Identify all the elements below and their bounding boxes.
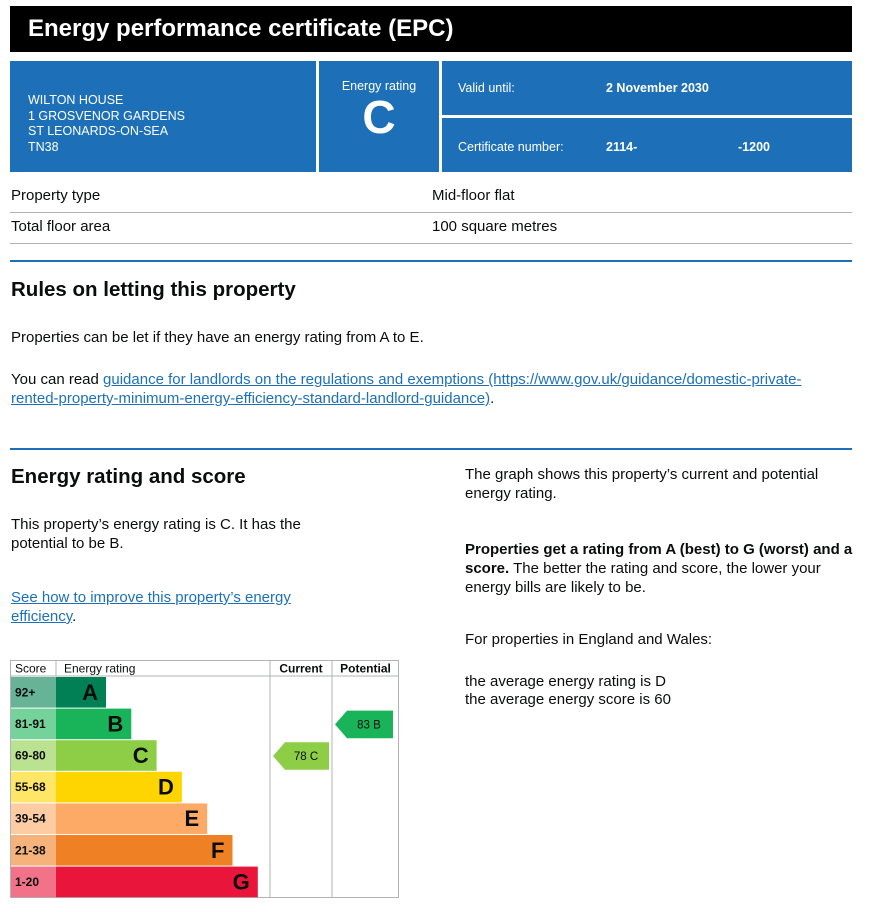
improve-link-suffix: .: [72, 608, 77, 625]
average-rating-line: the average energy rating is D: [465, 673, 666, 690]
property-type-label: Property type: [11, 187, 101, 204]
england-wales-intro: For properties in England and Wales:: [465, 631, 713, 648]
property-type-row: Property type Mid-floor flat: [10, 182, 852, 213]
band-letter: F: [211, 838, 224, 863]
energy-rating-chart: Score Energy rating Current Potential 92+ A 81…: [10, 660, 399, 898]
property-summary-table: Property type Mid-floor flat Total floor…: [10, 182, 852, 244]
average-score-line: the average energy score is 60: [465, 691, 671, 708]
energy-rating-box: Energy rating C: [319, 61, 439, 172]
band-bar: [56, 866, 258, 898]
valid-until-value: 2 November 2030: [606, 81, 709, 95]
improve-link-paragraph: See how to improve this property’s energ…: [11, 588, 341, 626]
band-score-label: 21-38: [15, 843, 46, 857]
address-line-2: 1 GROSVENOR GARDENS: [28, 108, 185, 123]
graph-description: The graph shows this property’s current …: [465, 466, 819, 502]
valid-until-label: Valid until:: [458, 81, 515, 95]
potential-rating-arrow: [335, 710, 393, 739]
band-letter: G: [233, 869, 250, 894]
certificate-number-part-1: 2114-: [606, 140, 638, 154]
band-score-label: 55-68: [15, 780, 46, 794]
valid-until-box: Valid until: 2 November 2030: [442, 61, 852, 115]
band-bar: [56, 803, 208, 834]
band-score-cell: [11, 677, 56, 708]
address-line-1: WILTON HOUSE: [28, 93, 124, 107]
band-score-cell: [11, 771, 56, 803]
rules-paragraph-2-prefix: You can read: [11, 371, 104, 388]
band-score-cell: [11, 803, 56, 834]
certificate-number-part-2: -1200: [738, 140, 770, 154]
potential-rating-label: 83 B: [357, 719, 381, 731]
certificate-summary-panel: WILTON HOUSE 1 GROSVENOR GARDENS ST LEON…: [10, 61, 852, 172]
band-bar: [56, 677, 106, 708]
rules-heading: Rules on letting this property: [11, 278, 296, 301]
band-bar: [56, 835, 233, 866]
rules-paragraph-1: Properties can be let if they have an en…: [11, 329, 424, 346]
band-letter: C: [133, 743, 149, 768]
property-type-value: Mid-floor flat: [432, 187, 515, 204]
band-letter: D: [158, 775, 174, 800]
page-title: Energy performance certificate (EPC): [10, 6, 852, 52]
energy-rating-heading: Energy rating and score: [11, 465, 246, 488]
rules-paragraph-2: You can read guidance for landlords on t…: [11, 370, 831, 408]
band-letter: B: [107, 711, 123, 736]
rating-summary-text: This property’s energy rating is C. It h…: [11, 516, 301, 552]
chart-header-potential: Potential: [340, 662, 391, 676]
energy-rating-label: Energy rating: [341, 79, 417, 93]
band-score-label: 92+: [15, 685, 35, 699]
section-divider: [10, 260, 852, 262]
band-score-label: 69-80: [15, 749, 46, 763]
floor-area-value: 100 square metres: [432, 218, 558, 235]
chart-header-current: Current: [279, 662, 322, 676]
energy-rating-chart-svg: Score Energy rating Current Potential 92+ A 81…: [10, 660, 399, 898]
address-box: WILTON HOUSE 1 GROSVENOR GARDENS ST LEON…: [10, 61, 316, 172]
band-score-cell: [11, 740, 56, 771]
chart-header-score: Score: [15, 662, 47, 676]
floor-area-label: Total floor area: [11, 218, 111, 235]
current-rating-arrow: [273, 742, 329, 770]
rules-paragraph-2-suffix: .: [490, 390, 495, 407]
band-score-cell: [11, 835, 56, 866]
rating-explanation-bold: Properties get a rating from A (best) to…: [465, 541, 853, 577]
band-letter: A: [82, 680, 98, 705]
band-score-cell: [11, 708, 56, 740]
section-divider: [10, 448, 852, 450]
band-score-cell: [11, 866, 56, 898]
band-score-label: 39-54: [15, 812, 46, 826]
band-letter: E: [185, 806, 200, 831]
band-score-label: 1-20: [15, 875, 39, 889]
band-bar: [56, 740, 157, 771]
chart-header-rating: Energy rating: [64, 662, 135, 676]
band-bar: [56, 708, 132, 740]
certificate-number-box: Certificate number: 2114- -1200: [442, 118, 852, 172]
landlord-guidance-link[interactable]: guidance for landlords on the regulation…: [11, 371, 802, 407]
rating-explanation: Properties get a rating from A (best) to…: [465, 540, 855, 597]
current-rating-label: 78 C: [294, 751, 318, 763]
improve-efficiency-link[interactable]: See how to improve this property’s energ…: [11, 589, 291, 625]
energy-rating-value: C: [362, 91, 396, 143]
band-bar: [56, 771, 182, 803]
certificate-number-label: Certificate number:: [458, 140, 564, 154]
address-line-3: ST LEONARDS-ON-SEA: [28, 124, 169, 138]
floor-area-row: Total floor area 100 square metres: [10, 213, 852, 244]
band-score-label: 81-91: [15, 717, 46, 731]
rating-explanation-rest: The better the rating and score, the low…: [465, 560, 821, 596]
address-line-4: TN38: [28, 139, 59, 154]
